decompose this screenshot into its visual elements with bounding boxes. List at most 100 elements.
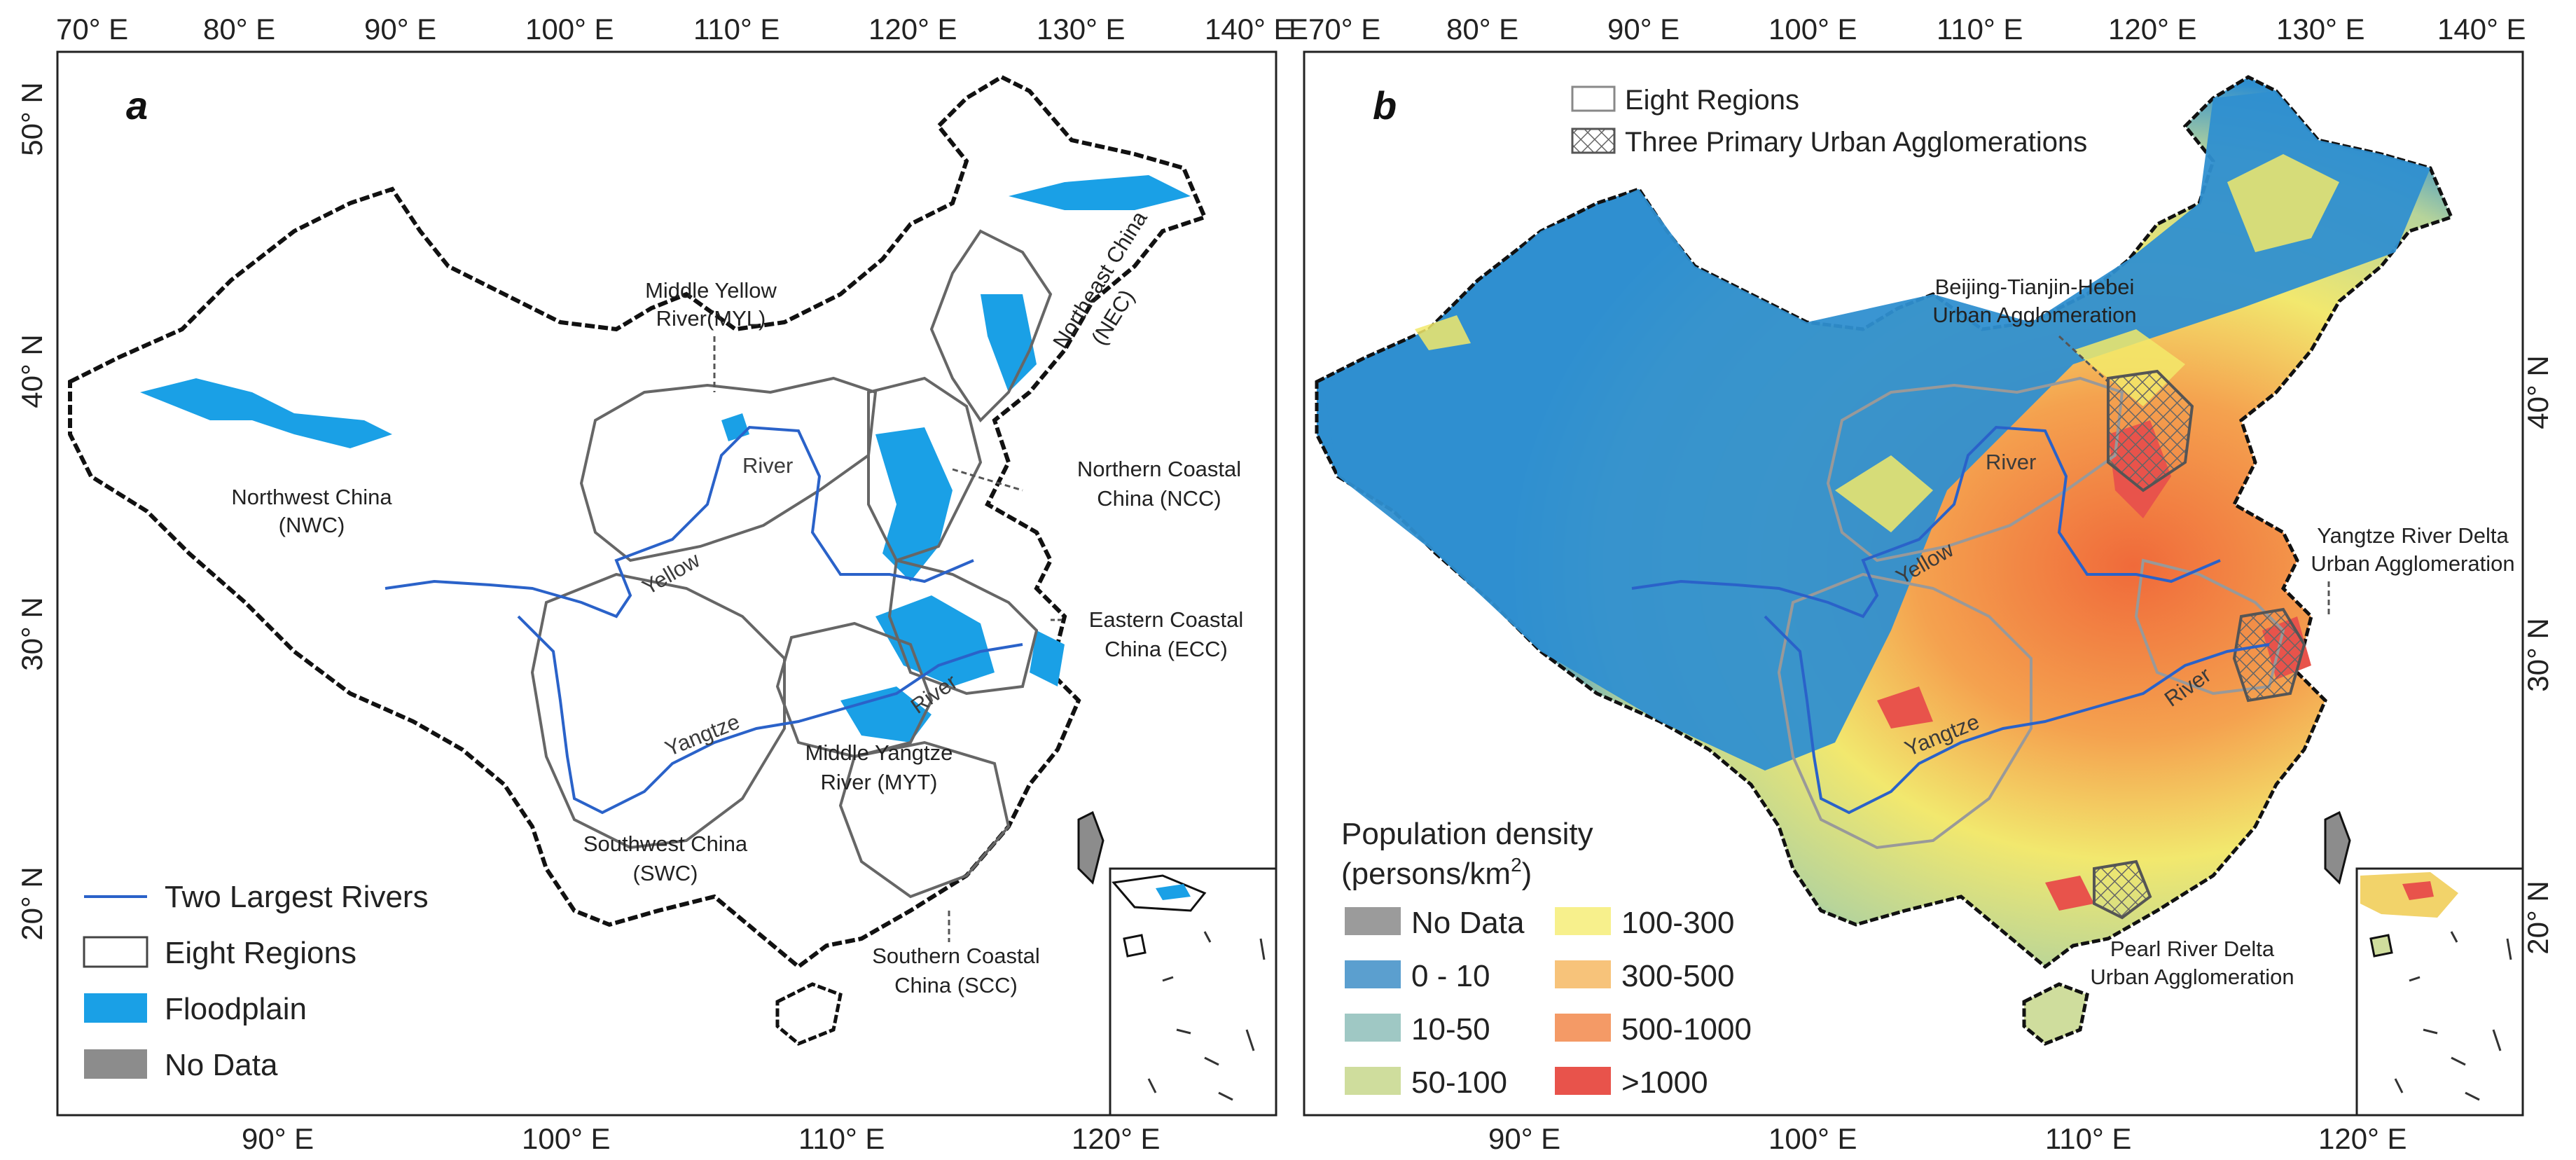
tick-label: 110° E [693,13,780,46]
tick-label: 100° E [1768,13,1857,46]
legend-swatch-class [1555,1067,1611,1095]
legend-class-label: 0 - 10 [1411,959,1490,993]
taiwan-nodata [1077,810,1105,885]
panel-b: E70° E 80° E 90° E 100° E 110° E 120° E … [1289,13,2554,1155]
inset-south-china-sea [2355,867,2524,1117]
legend-title: Population density [1341,817,1593,851]
yangtze-river [1764,615,2270,815]
tick-label: 100° E [522,1122,611,1155]
region-label-scc: Southern Coastal [872,944,1040,968]
region-borders [530,229,1053,899]
panel-a-letter: a [126,83,148,127]
panel-b-right-ticks: 40° N 30° N 20° N [2521,355,2554,955]
legend-label-regions: Eight Regions [1625,85,1799,116]
tick-label: 80° E [1446,13,1518,46]
yrd-agglomeration [2232,607,2306,703]
yangtze-river [517,615,1023,815]
panel-a: 70° E 80° E 90° E 100° E 110° E 120° E 1… [15,13,1294,1155]
rivers [1631,425,2270,815]
legend-label-floodplain: Floodplain [165,992,307,1026]
tick-label: 120° E [1072,1122,1161,1155]
yellow-river [385,425,974,619]
tick-label: 40° N [2521,355,2554,429]
legend-class-label: >1000 [1621,1065,1708,1100]
legend-swatch-regions [1571,85,1616,112]
tick-label: 110° E [1937,13,2023,46]
leader-line [2058,335,2110,383]
legend-class-label: 50-100 [1411,1065,1507,1100]
tick-label: 140° E [1205,13,1294,46]
label-yrd: Yangtze River Delta [2317,523,2509,548]
region-label-nwc: Northwest China [231,485,392,509]
inset-south-china-sea [1109,867,1277,1117]
yellow-river [1631,425,2221,619]
region-label-myl: Middle Yellow [645,278,777,303]
legend-label-agglomerations: Three Primary Urban Agglomerations [1625,127,2087,158]
label-bth: Beijing-Tianjin-Hebei [1935,275,2135,299]
tick-label: 90° E [242,1122,314,1155]
river-label: River [742,453,793,478]
panel-b-letter: b [1373,83,1397,127]
agglomeration-labels: Beijing-Tianjin-Hebei Urban Agglomeratio… [1932,275,2514,989]
label-prd: Pearl River Delta [2110,937,2275,961]
panel-a-top-ticks: 70° E 80° E 90° E 100° E 110° E 120° E 1… [56,13,1294,46]
region-label-scc: China (SCC) [894,973,1018,997]
panel-a-bottom-ticks: 90° E 100° E 110° E 120° E [242,1122,1161,1155]
tick-label: 110° E [798,1122,885,1155]
legend-swatch-class [1555,907,1611,935]
tick-label: 90° E [1607,13,1680,46]
tick-label: 90° E [364,13,436,46]
region-label-myt: River (MYT) [820,770,937,794]
legend-class-label: 100-300 [1621,906,1734,940]
legend-units: (persons/km2) [1341,854,1532,891]
tick-label: 110° E [2045,1122,2131,1155]
leader-line [952,468,1023,492]
region-label-ecc: Eastern Coastal [1089,607,1244,632]
tick-label: 120° E [2318,1122,2407,1155]
region-label-myt: Middle Yangtze [805,740,953,765]
bth-agglomeration [2107,369,2194,492]
floodplain-patches [140,175,1191,743]
tick-label: 130° E [2276,13,2365,46]
tick-label: 120° E [2108,13,2197,46]
legend-swatch-floodplain [84,993,147,1023]
tick-label: 70° E [56,13,128,46]
region-label-nwc: (NWC) [279,513,345,537]
label-prd: Urban Agglomeration [2090,965,2294,989]
region-label-swc: Southwest China [583,831,748,856]
legend-label-rivers: Two Largest Rivers [165,880,429,914]
rivers [385,425,1023,815]
legend-swatch-class [1345,1014,1401,1042]
region-label-ncc: China (NCC) [1097,486,1221,511]
tick-label: 130° E [1037,13,1126,46]
legend-swatch-regions [83,936,148,968]
tick-label: 80° E [203,13,275,46]
tick-label: 20° N [15,866,48,941]
panel-a-legend: Two Largest Rivers Eight Regions Floodpl… [83,880,429,1082]
legend-swatch-class [1555,1014,1611,1042]
tick-label: 90° E [1488,1122,1560,1155]
tick-label: 20° N [2521,881,2554,955]
low-density-area [1324,91,2430,771]
label-yrd: Urban Agglomeration [2311,551,2514,576]
region-label-ncc: Northern Coastal [1077,457,1241,481]
tick-label: 100° E [525,13,614,46]
legend-swatch-agglomerations [1571,127,1616,154]
legend-swatch-class [1345,960,1401,988]
river-label: River [1986,450,2036,474]
legend-label-nodata: No Data [165,1048,278,1082]
legend-label-regions: Eight Regions [165,936,356,970]
tick-label: 140° E [2437,13,2526,46]
tick-label: 40° N [15,334,48,408]
label-bth: Urban Agglomeration [1932,303,2136,327]
tick-label: 30° N [15,597,48,671]
legend-class-label: 500-1000 [1621,1012,1752,1047]
hainan-outline [2022,982,2089,1046]
hainan-outline [775,982,843,1046]
legend-class-label: 300-500 [1621,959,1734,993]
region-label-myl: River(MYL) [656,306,766,331]
legend-class-label: No Data [1411,906,1525,940]
prd-agglomeration [2093,859,2152,920]
tick-label: E70° E [1289,13,1380,46]
